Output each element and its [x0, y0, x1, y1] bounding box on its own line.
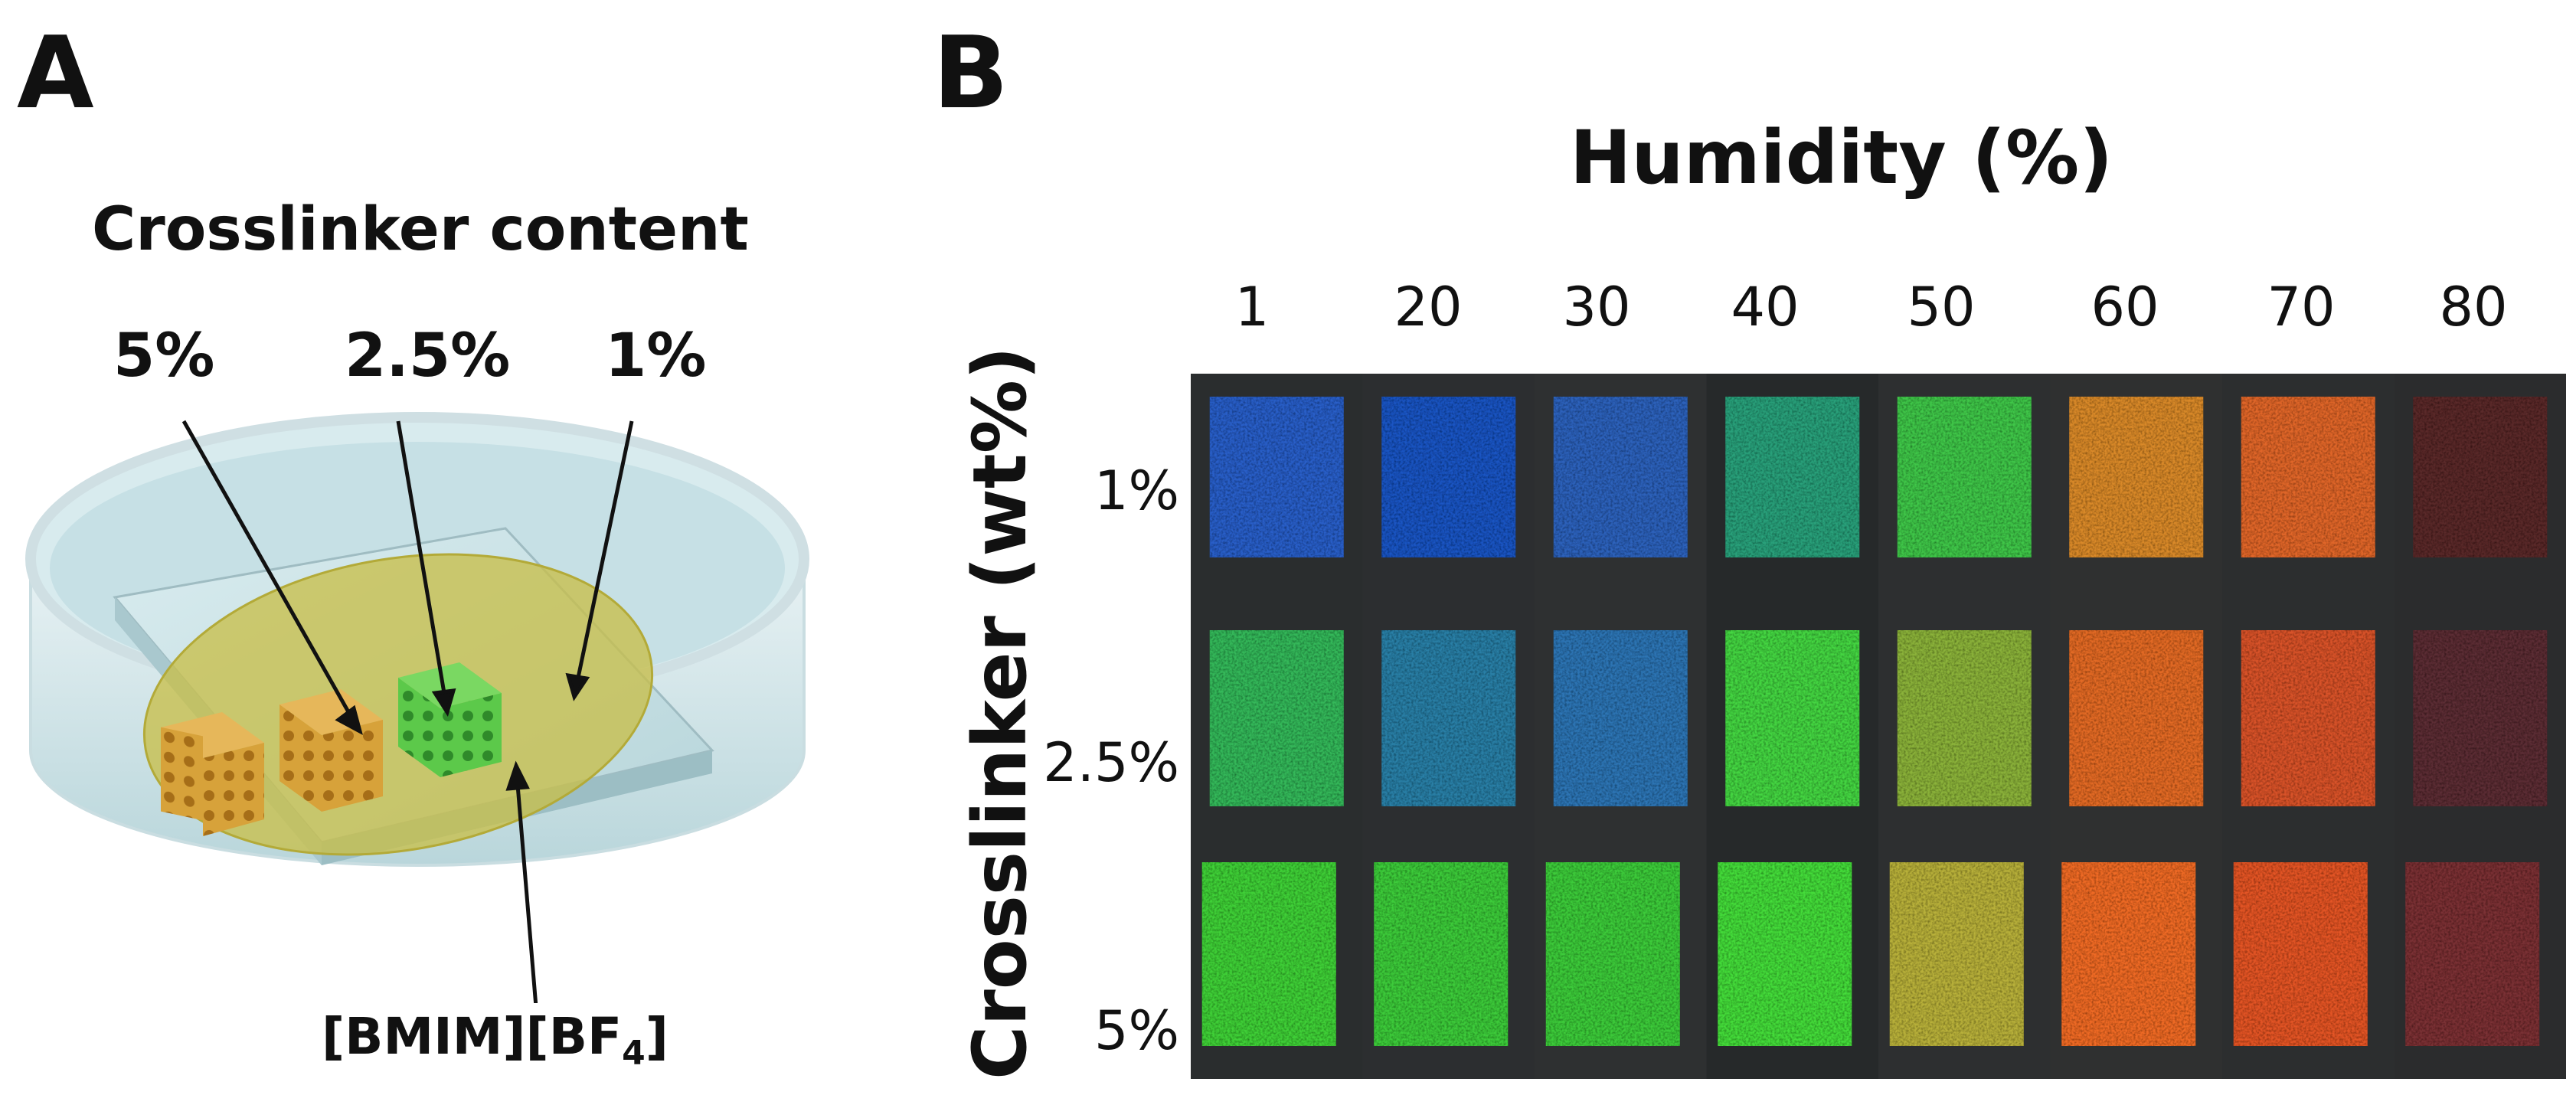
swatch-grid	[1201, 397, 2548, 1046]
swatch-5%-rh70	[2233, 862, 2368, 1046]
swatch-1%-rh30	[1553, 397, 1688, 557]
humidity-80: 80	[2439, 276, 2508, 338]
humidity-axis-title: Humidity (%)	[1570, 115, 2113, 201]
label-1-percent: 1%	[605, 322, 707, 391]
swatch-2.5%-rh80	[2413, 630, 2548, 806]
swatch-2.5%-rh60	[2069, 630, 2204, 806]
swatch-5%-rh50	[1889, 862, 2024, 1046]
humidity-40: 40	[1731, 276, 1800, 338]
bmim-bf4-subscript: 4	[622, 1034, 646, 1074]
row-label-5-percent: 5%	[1093, 999, 1179, 1062]
humidity-60: 60	[2091, 276, 2159, 338]
pointer-arrows	[181, 420, 634, 1003]
bmim-bf4-label: [BMIM][BF4]	[322, 1007, 669, 1073]
bmim-bf4-close: ]	[645, 1007, 669, 1066]
label-2-5-percent: 2.5%	[345, 322, 511, 391]
swatch-1%-rh1	[1209, 397, 1344, 557]
swatch-5%-rh20	[1374, 862, 1509, 1046]
swatch-5%-rh30	[1545, 862, 1680, 1046]
swatch-1%-rh80	[2413, 397, 2548, 557]
humidity-70: 70	[2267, 276, 2336, 338]
row-label-2-5-percent: 2.5%	[1043, 731, 1179, 794]
cube-2-5-percent	[280, 689, 383, 812]
swatch-1%-rh40	[1725, 397, 1860, 557]
row-label-1-percent: 1%	[1093, 459, 1179, 522]
humidity-50: 50	[1907, 276, 1976, 338]
humidity-photo-grid	[1191, 374, 2566, 1079]
swatch-2.5%-rh30	[1553, 630, 1688, 806]
petri-dish-diagram	[25, 412, 809, 1003]
swatch-5%-rh80	[2405, 862, 2540, 1046]
swatch-2.5%-rh1	[1209, 630, 1344, 806]
bmim-bf4-text: [BMIM][BF	[322, 1007, 623, 1066]
swatch-5%-rh1	[1201, 862, 1336, 1046]
humidity-30: 30	[1562, 276, 1631, 338]
swatch-1%-rh50	[1897, 397, 2032, 557]
swatch-1%-rh20	[1381, 397, 1516, 557]
crosslinker-content-title: Crosslinker content	[92, 195, 749, 264]
swatch-5%-rh60	[2061, 862, 2196, 1046]
swatch-5%-rh40	[1718, 862, 1852, 1046]
swatch-1%-rh70	[2241, 397, 2375, 557]
swatch-2.5%-rh70	[2241, 630, 2375, 806]
cube-1-percent	[398, 662, 502, 777]
crosslinker-axis-title: Crosslinker (wt%)	[957, 346, 1043, 1080]
swatch-1%-rh60	[2069, 397, 2204, 557]
humidity-20: 20	[1394, 276, 1463, 338]
panel-a-letter: A	[17, 15, 94, 131]
swatch-2.5%-rh20	[1381, 630, 1516, 806]
panel-b-letter: B	[933, 15, 1009, 131]
label-5-percent: 5%	[113, 322, 215, 391]
humidity-1: 1	[1234, 276, 1270, 338]
swatch-2.5%-rh50	[1897, 630, 2032, 806]
cube-5-percent	[161, 712, 264, 836]
swatch-2.5%-rh40	[1725, 630, 1860, 806]
